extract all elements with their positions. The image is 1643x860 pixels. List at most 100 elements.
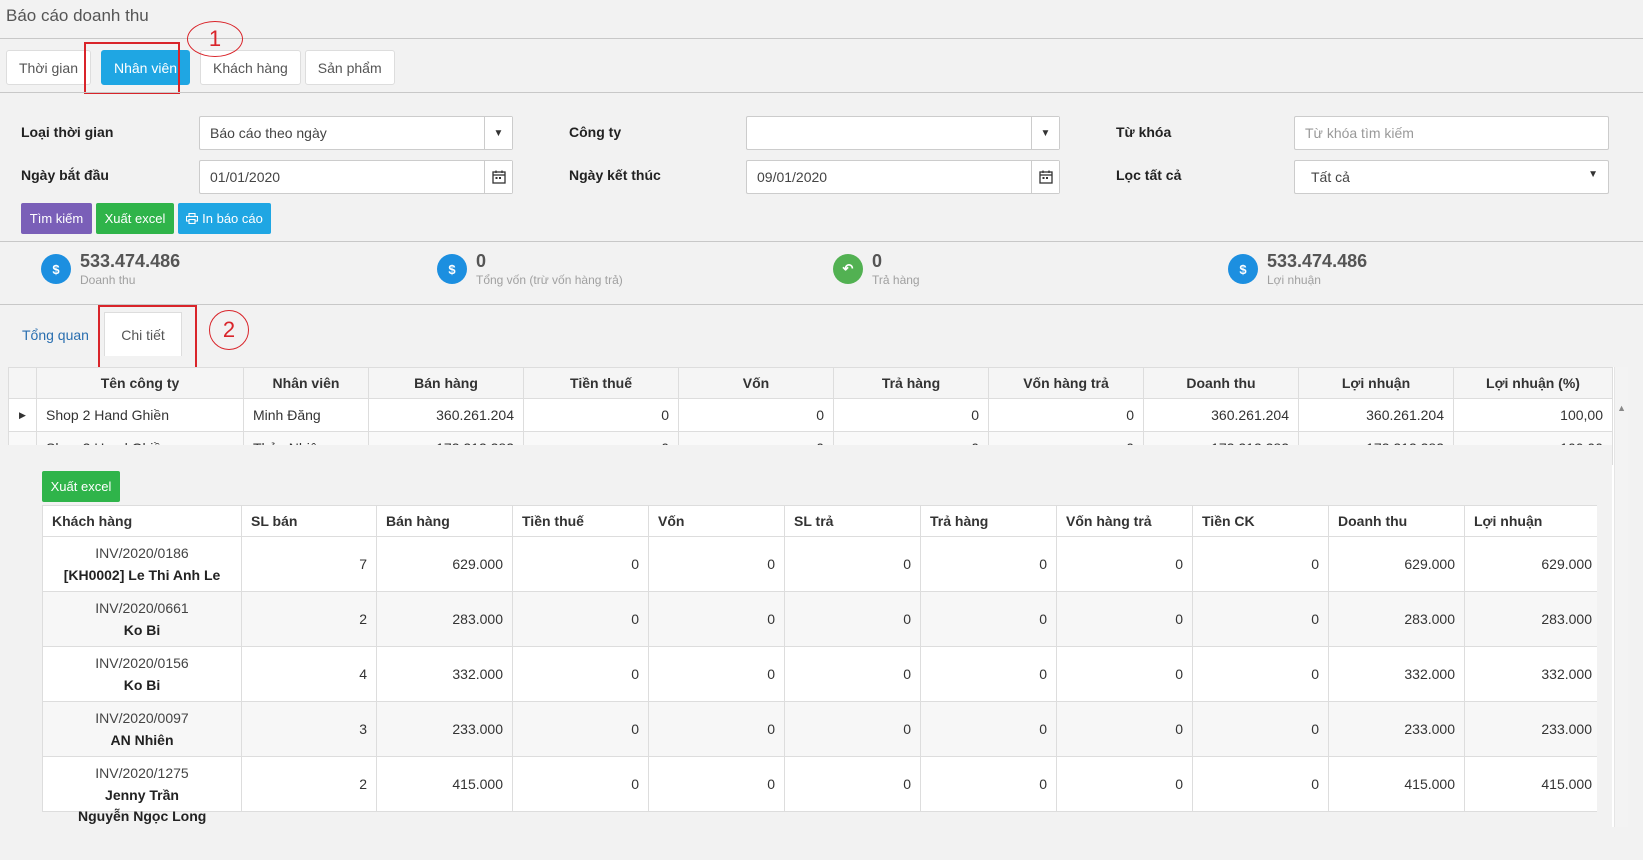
table-cell: 0 <box>920 701 1057 757</box>
calendar-icon[interactable] <box>484 161 512 193</box>
table-cell: 0 <box>523 398 679 432</box>
customer-cell: INV/2020/0186 [KH0002] Le Thi Anh Le <box>42 536 242 592</box>
column-header[interactable]: Trả hàng <box>833 367 989 399</box>
column-header[interactable]: Vốn <box>648 505 785 537</box>
table-cell: 0 <box>648 646 785 702</box>
tab-thoi-gian[interactable]: Thời gian <box>6 50 91 85</box>
table-cell: Shop 2 Hand Ghiền <box>36 398 244 432</box>
time-type-select[interactable]: Báo cáo theo ngày ▼ <box>199 116 513 150</box>
table-cell: 0 <box>920 756 1057 812</box>
column-header[interactable]: Lợi nhuận <box>1464 505 1597 537</box>
dollar-icon: $ <box>41 254 71 284</box>
table-cell: 0 <box>1056 701 1193 757</box>
customer-name: AN Nhiên <box>110 732 174 748</box>
table-cell: 0 <box>784 591 921 647</box>
filter-all-select[interactable]: Tất cả ▼ <box>1294 160 1609 194</box>
expand-row-icon[interactable]: ▶ <box>8 398 37 432</box>
table-cell: 2 <box>241 756 377 812</box>
table-cell: 283.000 <box>1464 591 1597 647</box>
table-scrollbar[interactable] <box>1614 367 1628 827</box>
detail-panel: Xuất excel Khách hàng SL bán Bán hàng Ti… <box>8 445 1612 835</box>
keyword-input[interactable]: Từ khóa tìm kiếm <box>1294 116 1609 150</box>
company-label: Công ty <box>569 124 622 140</box>
table-cell: 4 <box>241 646 377 702</box>
scroll-up-icon[interactable]: ▲ <box>1617 403 1626 413</box>
tab-nhan-vien[interactable]: Nhân viên <box>101 50 191 85</box>
title-divider <box>0 38 1643 39</box>
table-cell: 629.000 <box>1328 536 1465 592</box>
search-button[interactable]: Tìm kiếm <box>21 203 92 234</box>
tab-chi-tiet[interactable]: Chi tiết <box>104 312 182 356</box>
table-cell: 360.261.204 <box>368 398 524 432</box>
detail-row[interactable]: INV/2020/1275 Jenny Trần 2 415.000 0 0 0 0 0 0 415… <box>42 756 1597 812</box>
annotation-label-1: 1 <box>187 21 243 57</box>
customer-name: [KH0002] Le Thi Anh Le <box>63 567 221 583</box>
column-header[interactable]: Vốn hàng trả <box>1056 505 1193 537</box>
filters-divider <box>0 241 1643 242</box>
company-select[interactable]: ▼ <box>746 116 1060 150</box>
table-cell: 0 <box>920 646 1057 702</box>
detail-row[interactable]: INV/2020/0186 [KH0002] Le Thi Anh Le 7 629.… <box>42 536 1597 592</box>
table-cell: 0 <box>678 398 834 432</box>
annotation-highlight-2 <box>98 305 197 369</box>
table-cell: 0 <box>784 756 921 812</box>
table-cell: 360.261.204 <box>1143 398 1299 432</box>
column-header[interactable]: Vốn <box>678 367 834 399</box>
detail-export-excel-button[interactable]: Xuất excel <box>42 471 120 502</box>
table-cell: 0 <box>512 591 649 647</box>
column-header[interactable]: Bán hàng <box>376 505 513 537</box>
column-header[interactable]: Nhân viên <box>243 367 369 399</box>
column-header[interactable]: SL bán <box>241 505 377 537</box>
detail-row[interactable]: INV/2020/0661 Ko Bi 2 283.000 0 0 0 0 0 0 283.000 2… <box>42 591 1597 647</box>
detail-table: Khách hàng SL bán Bán hàng Tiền thuế Vốn… <box>42 505 1597 812</box>
column-header[interactable]: Doanh thu <box>1143 367 1299 399</box>
table-cell: 100,00 <box>1453 398 1613 432</box>
column-header[interactable]: Tiền thuế <box>523 367 679 399</box>
detail-row[interactable]: INV/2020/0097 AN Nhiên 3 233.000 0 0 0 0 0 0 233.0… <box>42 701 1597 757</box>
table-cell: 332.000 <box>376 646 513 702</box>
column-header[interactable]: Lợi nhuận <box>1298 367 1454 399</box>
column-header[interactable]: Lợi nhuận (%) <box>1453 367 1613 399</box>
table-row[interactable]: ▶ Shop 2 Hand Ghiền Minh Đăng 360.261.20… <box>8 398 1613 432</box>
column-header[interactable]: Doanh thu <box>1328 505 1465 537</box>
printer-icon <box>186 213 199 224</box>
column-header[interactable]: Bán hàng <box>368 367 524 399</box>
stat-revenue-value: 533.474.486 <box>80 251 181 271</box>
column-header[interactable]: SL trả <box>784 505 921 537</box>
stat-revenue-label: Doanh thu <box>80 273 136 287</box>
column-header[interactable]: Tiền CK <box>1192 505 1329 537</box>
table-cell: 0 <box>512 646 649 702</box>
tab-san-pham[interactable]: Sản phẩm <box>304 50 395 85</box>
column-header[interactable]: Tên công ty <box>36 367 244 399</box>
table-cell: 0 <box>648 756 785 812</box>
end-date-input[interactable]: 09/01/2020 <box>746 160 1060 194</box>
export-excel-button[interactable]: Xuất excel <box>96 203 174 234</box>
table-cell: 0 <box>988 398 1144 432</box>
stat-capital-value: 0 <box>476 251 487 271</box>
table-cell: 415.000 <box>376 756 513 812</box>
column-header[interactable]: Vốn hàng trả <box>988 367 1144 399</box>
detail-table-header: Khách hàng SL bán Bán hàng Tiền thuế Vốn… <box>42 505 1597 537</box>
stat-capital: $ 0 Tổng vốn (trừ vốn hàng trả) <box>437 251 623 289</box>
column-header[interactable]: Trả hàng <box>920 505 1057 537</box>
table-cell: 0 <box>1192 756 1329 812</box>
tab-tong-quan[interactable]: Tổng quan <box>22 327 89 343</box>
stat-profit: $ 533.474.486 Lợi nhuận <box>1228 251 1367 289</box>
table-cell: 0 <box>512 536 649 592</box>
column-header[interactable]: Tiền thuế <box>512 505 649 537</box>
table-cell: 0 <box>920 591 1057 647</box>
table-cell: 629.000 <box>376 536 513 592</box>
table-cell: 7 <box>241 536 377 592</box>
print-report-button[interactable]: In báo cáo <box>178 203 271 234</box>
customer-cell: INV/2020/0097 AN Nhiên <box>42 701 242 757</box>
time-type-label: Loại thời gian <box>21 124 114 140</box>
calendar-icon[interactable] <box>1031 161 1059 193</box>
detail-row[interactable]: INV/2020/0156 Ko Bi 4 332.000 0 0 0 0 0 0 332.000 3… <box>42 646 1597 702</box>
table-cell: 360.261.204 <box>1298 398 1454 432</box>
column-header[interactable]: Khách hàng <box>42 505 242 537</box>
expand-column-header <box>8 367 37 399</box>
time-type-value: Báo cáo theo ngày <box>210 125 327 141</box>
table-cell: 233.000 <box>1464 701 1597 757</box>
start-date-input[interactable]: 01/01/2020 <box>199 160 513 194</box>
table-cell: 0 <box>648 701 785 757</box>
